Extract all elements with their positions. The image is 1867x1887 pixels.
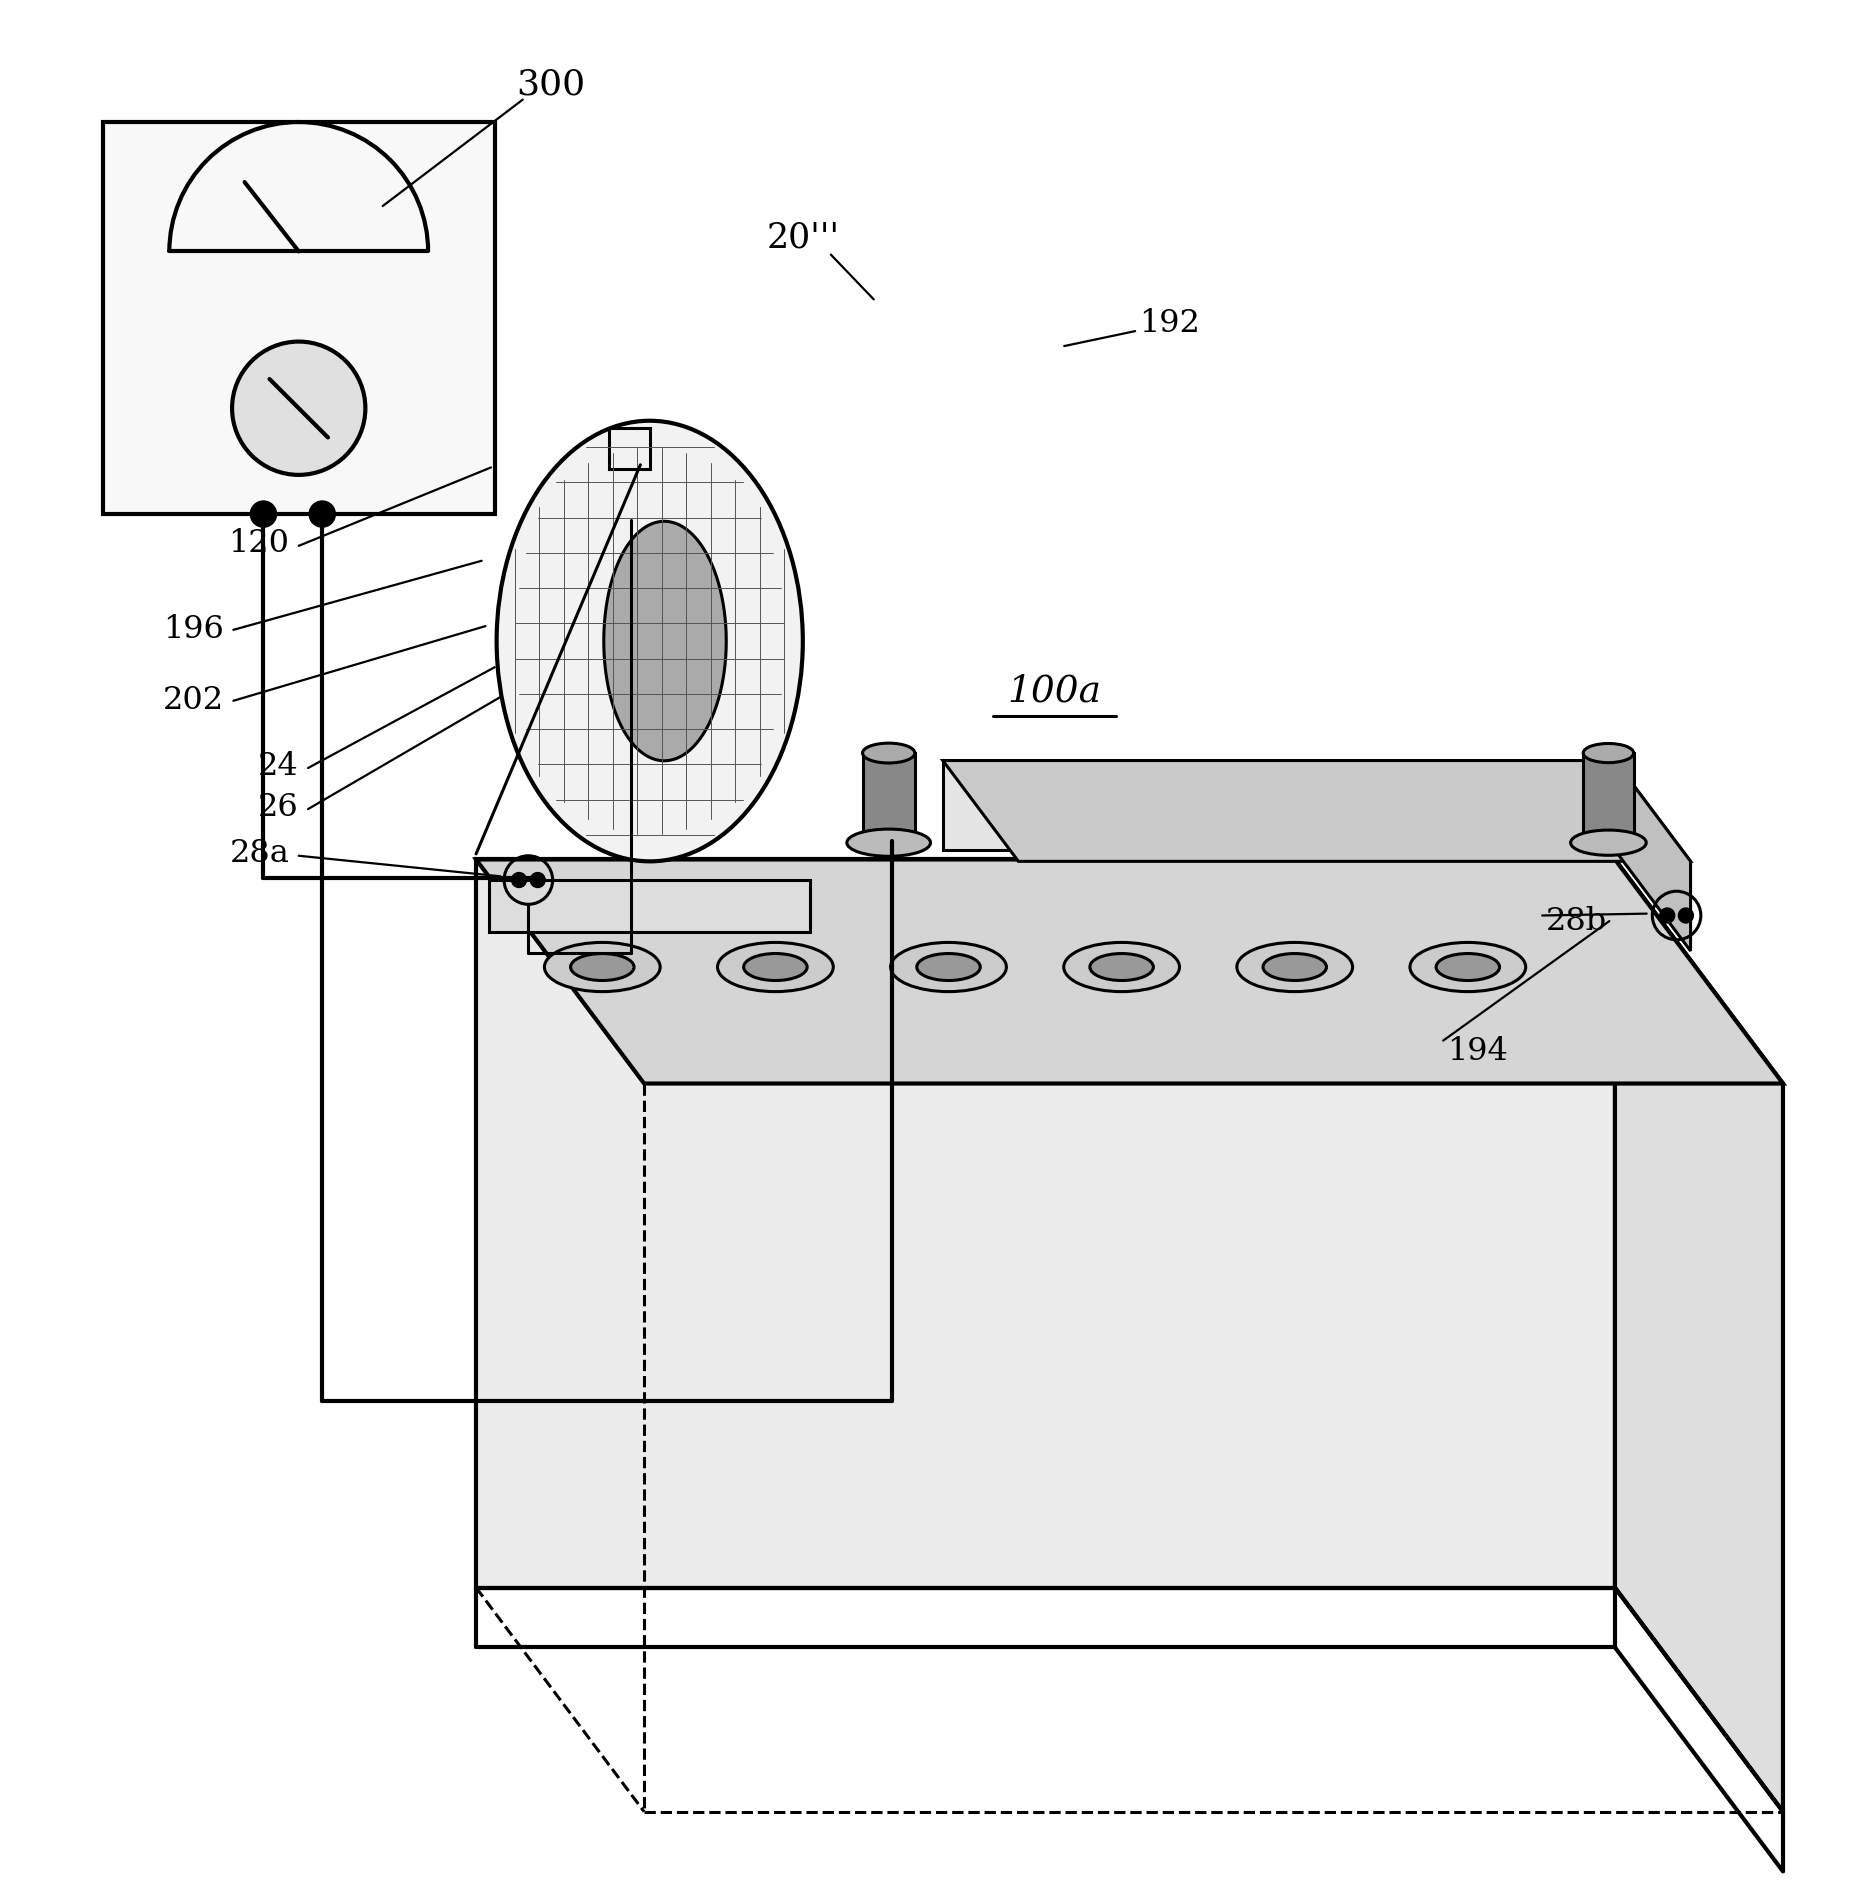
Circle shape [310,502,336,526]
Ellipse shape [1236,942,1352,993]
Text: 300: 300 [515,68,586,102]
Circle shape [232,342,366,476]
Polygon shape [943,760,1615,851]
Text: 24: 24 [258,751,299,781]
Polygon shape [1615,760,1692,951]
Ellipse shape [743,953,807,981]
Polygon shape [603,521,726,760]
Polygon shape [103,123,495,513]
Text: 196: 196 [162,615,224,645]
Text: 28b: 28b [1546,906,1607,936]
Polygon shape [863,753,915,851]
Text: 194: 194 [1447,1036,1509,1068]
Polygon shape [489,879,810,932]
Ellipse shape [497,421,803,860]
Ellipse shape [891,942,1006,993]
Text: 26: 26 [258,793,299,823]
Ellipse shape [1064,942,1180,993]
Polygon shape [476,859,1615,1587]
Text: 20''': 20''' [765,221,840,255]
Ellipse shape [717,942,833,993]
Circle shape [530,872,545,887]
Text: 120: 120 [228,528,289,559]
Text: 202: 202 [162,685,224,717]
Ellipse shape [545,942,661,993]
Polygon shape [476,859,1783,1083]
Ellipse shape [917,953,980,981]
Circle shape [1660,908,1675,923]
Ellipse shape [863,743,915,762]
Ellipse shape [1570,830,1647,855]
Ellipse shape [1410,942,1525,993]
Ellipse shape [1262,953,1326,981]
Text: 192: 192 [1139,308,1200,340]
Ellipse shape [1436,953,1499,981]
Text: 28a: 28a [230,838,289,870]
Circle shape [512,872,526,887]
Ellipse shape [848,828,930,857]
Ellipse shape [1583,743,1634,762]
Polygon shape [1583,753,1634,851]
Polygon shape [1615,859,1783,1812]
Ellipse shape [1090,953,1154,981]
Circle shape [250,502,276,526]
Circle shape [1678,908,1693,923]
Text: 100a: 100a [1008,674,1102,710]
Ellipse shape [571,953,635,981]
Polygon shape [943,760,1692,860]
